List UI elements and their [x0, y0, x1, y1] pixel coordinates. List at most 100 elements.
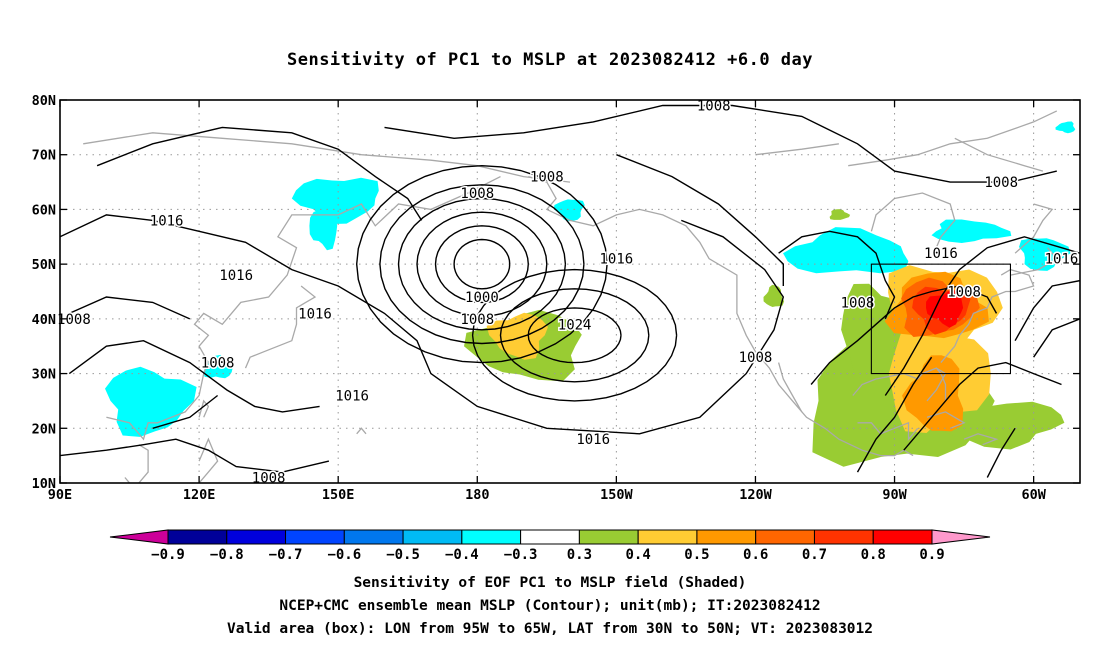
lat-lon-grid: [60, 100, 1080, 483]
y-tick-label: 20N: [32, 421, 56, 437]
coastline-segment: [963, 433, 999, 446]
contour-label: 1016: [335, 388, 369, 404]
valid-area-box: [870, 263, 1012, 375]
isobar-line: [884, 236, 1080, 396]
caption-valid-area: Valid area (box): LON from 95W to 65W, L…: [226, 621, 873, 637]
y-tick-label: 70N: [32, 148, 56, 164]
contour-label: 1008: [460, 312, 494, 328]
x-tick-label: 120E: [183, 487, 216, 503]
isobar-line: [60, 438, 330, 473]
contour-label: 1016: [600, 252, 634, 268]
isobar-line: [1033, 318, 1080, 358]
valid-area-rect: [870, 263, 1012, 375]
contour-label: 1008: [841, 295, 875, 311]
colorbar-arrow-low: [109, 529, 169, 545]
colorbar-label: −0.7: [269, 547, 303, 563]
contour-label: 1016: [298, 306, 332, 322]
colorbar-segment: [226, 529, 287, 545]
x-tick-label: 90W: [882, 487, 907, 503]
contour-label: 1008: [201, 356, 235, 372]
coastline-segment: [940, 268, 1035, 364]
colorbar-label: −0.5: [386, 547, 420, 563]
coastline-segment: [870, 192, 956, 259]
shaded-region: [309, 200, 338, 251]
isobar-line: [379, 184, 585, 345]
shaded-sensitivity-layer: [105, 121, 1076, 467]
isobar-line: [68, 339, 320, 413]
coastline-segment: [1014, 203, 1054, 254]
colorbar-label: −0.3: [504, 547, 538, 563]
coastline-segment: [244, 285, 317, 369]
colorbar: −0.9 −0.8 −0.7 −0.6 −0.5 −0.4 −0.3 0.3 0.4 0.5 0.6…: [109, 529, 991, 563]
isobar-line: [453, 238, 511, 290]
coastline-segment: [83, 132, 571, 183]
isobar-line: [60, 214, 785, 435]
isobar-line: [69, 296, 191, 320]
coastline-segment: [777, 362, 803, 413]
y-tick-label: 60N: [32, 202, 56, 218]
contour-label: 1016: [150, 213, 184, 229]
isobar-line: [903, 361, 1062, 451]
colorbar-label: −0.8: [210, 547, 244, 563]
plot-frame: [59, 99, 1081, 484]
colorbar-segment: [872, 529, 933, 545]
x-tick-label: 90E: [48, 487, 72, 503]
contour-label: 1000: [465, 290, 499, 306]
shaded-region: [829, 209, 851, 220]
shaded-region: [926, 290, 964, 328]
isobar-line: [499, 288, 650, 383]
colorbar-segment: [343, 529, 404, 545]
coastline-segment: [852, 367, 947, 402]
colorbar-segment: [520, 529, 580, 545]
isobar-line: [471, 268, 678, 402]
colorbar-segment: [696, 529, 757, 545]
contour-label: 1008: [739, 350, 773, 366]
coastline-segment: [848, 110, 1058, 167]
colorbar-segment: [637, 529, 698, 545]
colorbar-segment: [755, 529, 815, 545]
isobar-line: [810, 285, 998, 385]
axis-ticks: 90E 120E 150E 180 150W 120W 90W 60W 10N 20N 30N 40N…: [32, 93, 1080, 503]
shaded-region: [553, 199, 585, 222]
coastline-segment: [857, 421, 919, 441]
colorbar-label: 0.5: [684, 547, 709, 563]
colorbar-segment: [285, 529, 345, 545]
coastline-segment: [528, 175, 914, 457]
isobar-line: [152, 394, 219, 429]
colorbar-segment: [461, 529, 522, 545]
coastline-segment: [356, 427, 367, 435]
x-tick-label: 150W: [600, 487, 633, 503]
y-tick-label: 50N: [32, 257, 56, 273]
y-tick-label: 30N: [32, 367, 56, 383]
colorbar-label: 0.9: [919, 547, 944, 563]
coastline-segment: [926, 411, 966, 429]
coastline-segment: [124, 444, 149, 483]
isobar-line: [384, 104, 1057, 183]
colorbar-label: −0.9: [151, 547, 185, 563]
colorbar-label: 0.7: [802, 547, 827, 563]
caption-shading: Sensitivity of EOF PC1 to MSLP field (Sh…: [353, 575, 747, 591]
isobar-line: [986, 427, 1016, 478]
shaded-region: [291, 177, 379, 225]
colorbar-segment: [578, 529, 639, 545]
isobar-line: [397, 197, 567, 331]
isobar-line: [616, 154, 784, 286]
colorbar-label: 0.4: [626, 547, 651, 563]
contour-label: 1008: [530, 170, 564, 186]
colorbar-label: 0.3: [567, 547, 592, 563]
contour-label: 1008: [984, 175, 1018, 191]
shaded-region: [783, 227, 909, 274]
colorbar-arrow-high: [931, 529, 991, 545]
isobar-line: [96, 126, 423, 221]
chart-title: Sensitivity of PC1 to MSLP at 2023082412…: [286, 50, 813, 70]
isobar-line: [527, 307, 622, 364]
isobar-line: [434, 225, 529, 304]
colorbar-segment: [167, 529, 228, 545]
colorbar-segment: [813, 529, 874, 545]
y-tick-label: 40N: [32, 312, 56, 328]
coastline-segment: [935, 367, 947, 401]
isobar-line: [355, 164, 608, 364]
coastline-segment: [954, 137, 1044, 172]
colorbar-label: 0.6: [743, 547, 768, 563]
